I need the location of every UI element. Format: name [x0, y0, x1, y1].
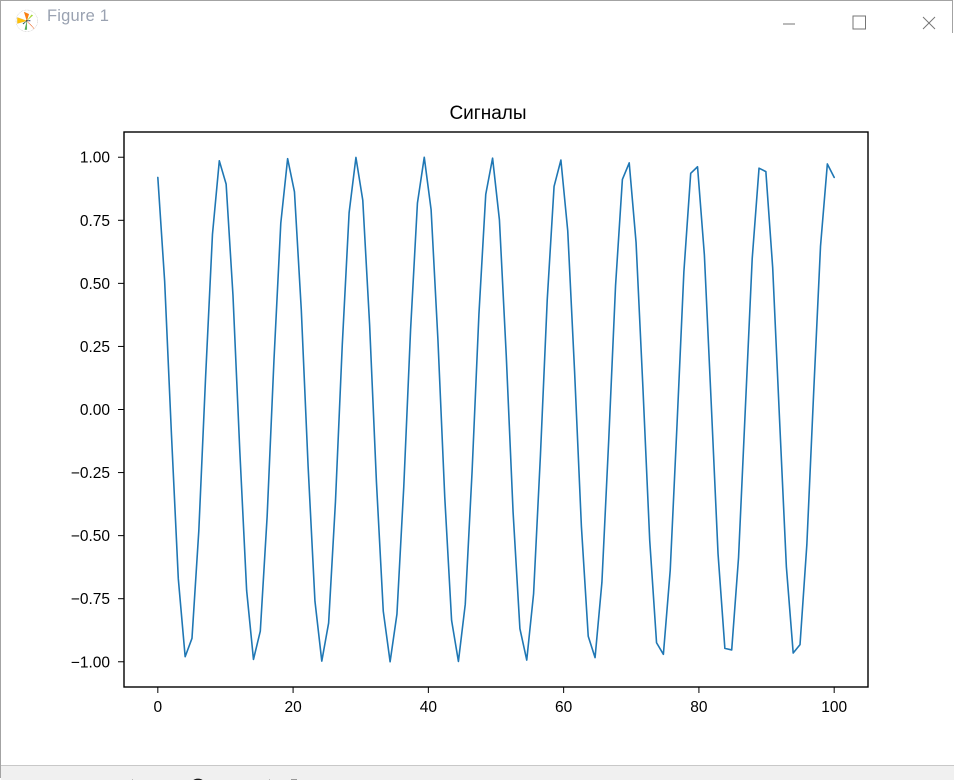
svg-text:0.00: 0.00 — [80, 402, 111, 419]
svg-text:Сигналы: Сигналы — [449, 103, 526, 124]
svg-text:0.50: 0.50 — [80, 276, 111, 293]
svg-text:0.75: 0.75 — [80, 213, 110, 230]
svg-text:0.25: 0.25 — [80, 339, 110, 356]
svg-text:40: 40 — [420, 699, 438, 716]
svg-text:−0.25: −0.25 — [71, 465, 110, 482]
svg-text:−0.50: −0.50 — [71, 528, 111, 545]
svg-text:1.00: 1.00 — [80, 150, 111, 167]
svg-text:20: 20 — [284, 699, 302, 716]
svg-text:−0.75: −0.75 — [71, 591, 110, 608]
svg-text:60: 60 — [555, 699, 573, 716]
svg-text:80: 80 — [690, 699, 708, 716]
svg-text:0: 0 — [154, 699, 163, 716]
svg-text:−1.00: −1.00 — [71, 654, 111, 671]
svg-text:100: 100 — [821, 699, 847, 716]
